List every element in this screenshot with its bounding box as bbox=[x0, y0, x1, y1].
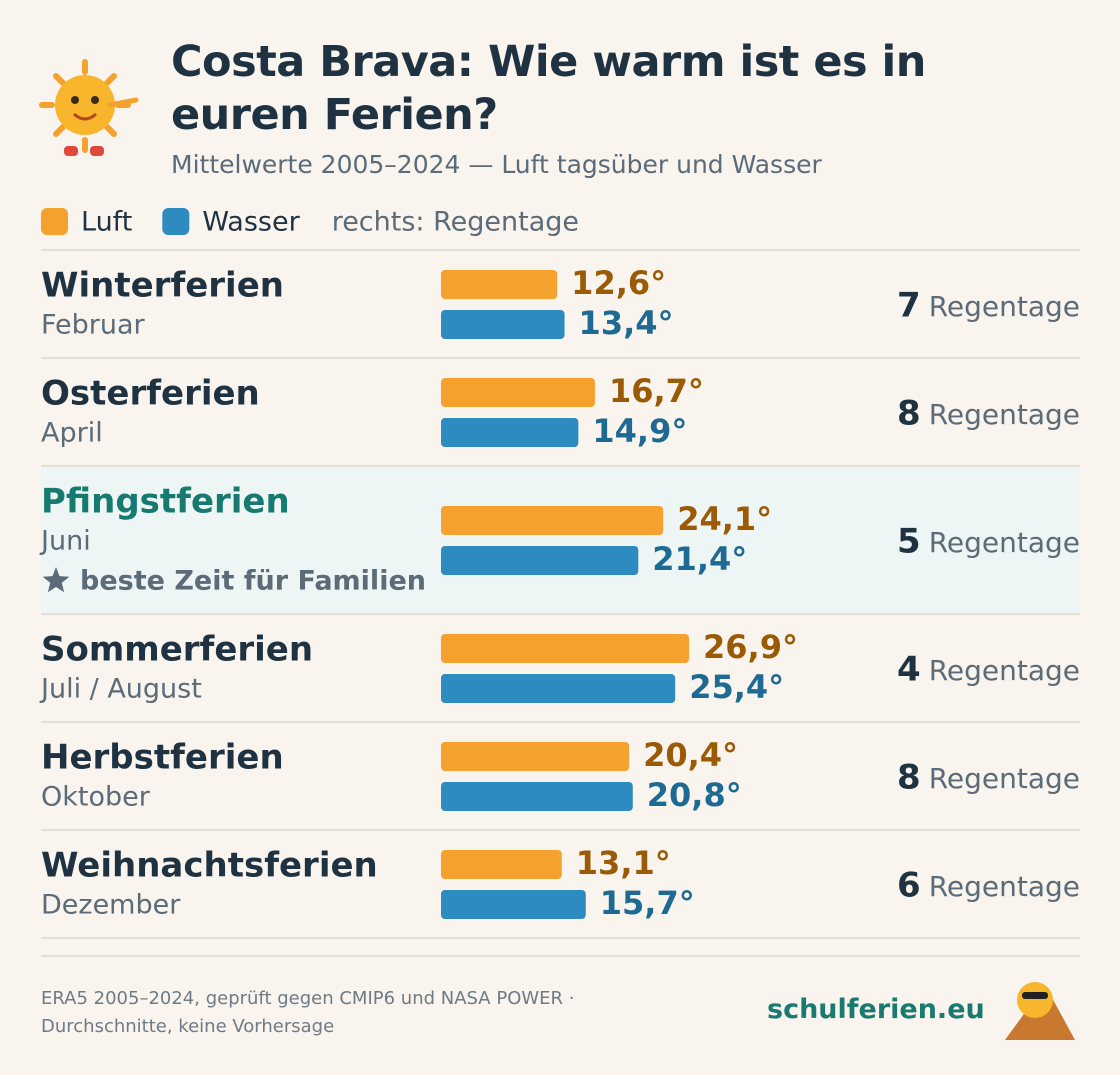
bar bbox=[441, 506, 664, 535]
star-icon bbox=[42, 567, 70, 593]
value-label: 15,7° bbox=[600, 884, 695, 922]
sun-chair-icon bbox=[1005, 982, 1075, 1040]
legend-label: Luft bbox=[81, 207, 132, 238]
subtitle: Mittelwerte 2005–2024 — Luft tagsüber un… bbox=[171, 150, 822, 179]
bar bbox=[441, 850, 562, 879]
bar bbox=[441, 782, 633, 811]
value-label: 20,4° bbox=[643, 736, 738, 774]
bar bbox=[441, 270, 558, 299]
bar bbox=[441, 674, 676, 703]
legend-label: Wasser bbox=[202, 207, 300, 238]
bar bbox=[441, 310, 565, 339]
value-label: 13,1° bbox=[576, 844, 671, 882]
value-label: 25,4° bbox=[689, 668, 784, 706]
value-label: 20,8° bbox=[647, 776, 742, 814]
rain-unit: Regentage bbox=[929, 526, 1080, 559]
rain-unit: Regentage bbox=[929, 654, 1080, 687]
value-label: 13,4° bbox=[579, 304, 674, 342]
value-label: 14,9° bbox=[592, 412, 687, 450]
source-note: ERA5 2005–2024, geprüft gegen CMIP6 und … bbox=[41, 988, 575, 1037]
bar bbox=[441, 378, 595, 407]
rain-days: 8 bbox=[897, 394, 921, 434]
month-label: Februar bbox=[41, 310, 146, 341]
bar bbox=[441, 546, 639, 575]
sun-icon bbox=[39, 59, 139, 156]
value-label: 24,1° bbox=[677, 500, 772, 538]
note-label: beste Zeit für Familien bbox=[80, 566, 426, 597]
legend-note: rechts: Regentage bbox=[332, 207, 579, 238]
rain-unit: Regentage bbox=[929, 870, 1080, 903]
month-label: Oktober bbox=[41, 782, 151, 813]
value-label: 21,4° bbox=[652, 540, 747, 578]
rain-unit: Regentage bbox=[929, 398, 1080, 431]
rain-days: 4 bbox=[897, 650, 921, 690]
category-label: Weihnachtsferien bbox=[41, 846, 378, 886]
title: Costa Brava: Wie warm ist es in euren Fe… bbox=[171, 37, 926, 140]
value-label: 26,9° bbox=[703, 628, 798, 666]
month-label: Juli / August bbox=[39, 674, 202, 705]
category-label: Pfingstferien bbox=[41, 482, 290, 522]
rain-days: 8 bbox=[897, 758, 921, 798]
month-label: April bbox=[41, 418, 103, 449]
category-label: Osterferien bbox=[41, 374, 260, 414]
legend-swatch bbox=[41, 208, 68, 235]
rain-unit: Regentage bbox=[929, 762, 1080, 795]
rain-days: 7 bbox=[897, 286, 921, 326]
category-label: Sommerferien bbox=[41, 630, 313, 670]
legend-swatch bbox=[162, 208, 190, 235]
category-label: Herbstferien bbox=[41, 738, 284, 778]
month-label: Juni bbox=[39, 526, 91, 557]
value-label: 12,6° bbox=[571, 264, 666, 302]
bar bbox=[441, 742, 630, 771]
row-highlight bbox=[41, 467, 1080, 613]
value-label: 16,7° bbox=[609, 372, 704, 410]
bar bbox=[441, 418, 579, 447]
bar bbox=[441, 890, 586, 919]
rain-days: 6 bbox=[897, 866, 921, 906]
rain-days: 5 bbox=[897, 522, 921, 562]
month-label: Dezember bbox=[41, 890, 181, 921]
category-label: Winterferien bbox=[41, 266, 284, 306]
bar bbox=[441, 634, 690, 663]
brand: schulferien.eu bbox=[767, 994, 985, 1025]
rain-unit: Regentage bbox=[929, 290, 1080, 323]
